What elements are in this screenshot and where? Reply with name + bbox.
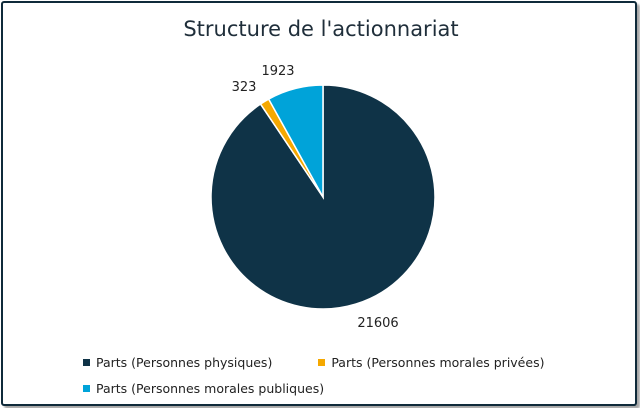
legend-item-personnes-physiques: Parts (Personnes physiques) xyxy=(83,355,272,370)
data-label-personnes-morales-publiques: 1923 xyxy=(261,64,294,79)
legend-item-personnes-morales-privees: Parts (Personnes morales privées) xyxy=(318,355,544,370)
chart-title: Structure de l'actionnariat xyxy=(183,17,459,41)
legend-label-personnes-morales-privees: Parts (Personnes morales privées) xyxy=(331,354,545,370)
legend-item-personnes-morales-publiques: Parts (Personnes morales publiques) xyxy=(83,381,324,396)
legend-row-2: Parts (Personnes morales publiques) xyxy=(83,375,623,401)
legend-swatch-personnes-morales-publiques xyxy=(83,384,90,392)
data-label-personnes-physiques: 21606 xyxy=(357,316,398,331)
legend: Parts (Personnes physiques) Parts (Perso… xyxy=(83,349,623,401)
legend-swatch-personnes-physiques xyxy=(83,358,90,366)
data-label-personnes-morales-privees: 323 xyxy=(232,80,257,95)
legend-swatch-personnes-morales-privees xyxy=(318,358,326,366)
legend-row-1: Parts (Personnes physiques) Parts (Perso… xyxy=(83,349,623,375)
legend-label-personnes-morales-publiques: Parts (Personnes morales publiques) xyxy=(96,380,325,396)
legend-label-personnes-physiques: Parts (Personnes physiques) xyxy=(96,354,273,370)
pie-slice-personnes-morales-publiques xyxy=(267,84,324,200)
pie-chart: 21606 323 1923 xyxy=(210,64,436,331)
